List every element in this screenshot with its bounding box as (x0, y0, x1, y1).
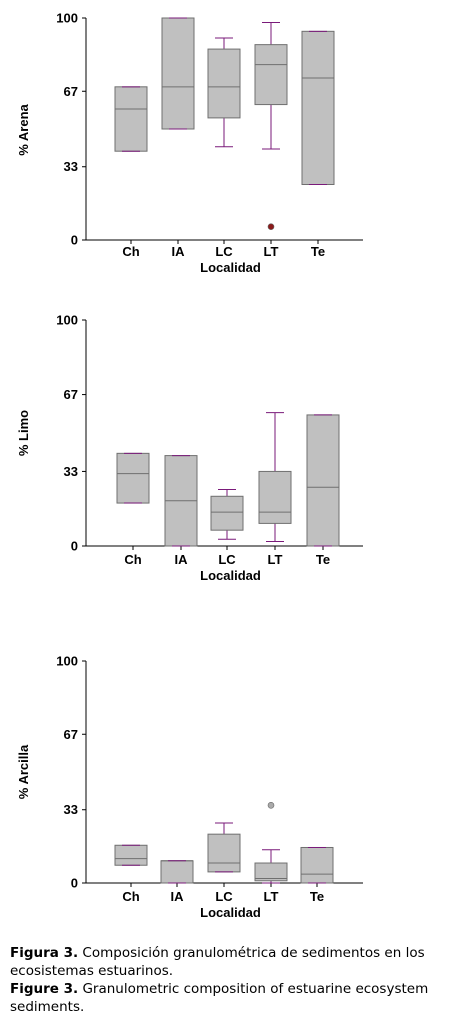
box-iqr (258, 470, 292, 524)
y-tick-label: 67 (64, 727, 78, 742)
box-iqr (301, 30, 335, 185)
y-tick-label: 0 (71, 233, 78, 248)
x-tick-label: IA (171, 889, 185, 904)
x-tick-label: LC (218, 552, 236, 567)
box-iqr (254, 44, 288, 106)
x-tick-label: Te (316, 552, 330, 567)
outlier-point (267, 223, 275, 230)
box-iqr (116, 452, 150, 504)
caption-english-text: Granulometric composition of estuarine e… (10, 981, 429, 1015)
y-tick-label: 100 (56, 313, 78, 328)
x-tick-label: LC (215, 889, 233, 904)
figure-3-charts: 0 33 67 100 Ch IA LC LT Te Localidad % Arena 0 33 67 1… (16, 11, 363, 920)
caption-spanish: Figura 3. Composición granulométrica de … (10, 944, 457, 980)
box-iqr (210, 495, 244, 531)
figure-caption: Figura 3. Composición granulométrica de … (10, 944, 457, 1016)
y-axis-title: % Limo (16, 410, 31, 456)
y-tick-label: 67 (64, 387, 78, 402)
y-tick-label: 100 (56, 654, 78, 669)
caption-english-label: Figure 3. (10, 981, 79, 997)
y-tick-label: 100 (56, 11, 78, 26)
x-axis-title: Localidad (200, 260, 261, 275)
box-iqr (207, 48, 241, 119)
x-tick-label: LC (215, 244, 233, 259)
x-tick-label: LT (264, 889, 279, 904)
y-tick-label: 33 (64, 802, 78, 817)
box-iqr (300, 846, 334, 884)
y-axis-title: % Arena (16, 103, 31, 155)
box-iqr (161, 17, 195, 130)
caption-spanish-label: Figura 3. (10, 945, 79, 961)
box-iqr (160, 860, 194, 884)
y-tick-label: 33 (64, 159, 78, 174)
boxplot-panel-3: 0 33 67 100 Ch IA LC LT Te Localidad % Arcilla (16, 654, 363, 920)
x-tick-label: IA (175, 552, 189, 567)
x-tick-label: Te (310, 889, 324, 904)
outlier-point (267, 801, 275, 809)
y-tick-label: 0 (71, 876, 78, 891)
x-tick-label: Ch (124, 552, 141, 567)
box-iqr (254, 862, 288, 882)
box-iqr (306, 414, 340, 547)
x-tick-label: Ch (122, 244, 139, 259)
x-tick-label: Ch (122, 889, 139, 904)
box-iqr (114, 86, 148, 152)
y-tick-label: 67 (64, 84, 78, 99)
x-tick-label: Te (311, 244, 325, 259)
boxplot-panel-2: 0 33 67 100 Ch IA LC LT Te Localidad % Limo (16, 313, 363, 583)
x-axis-title: Localidad (200, 905, 261, 920)
box-iqr (114, 844, 148, 866)
x-axis-title: Localidad (200, 568, 261, 583)
y-tick-label: 33 (64, 464, 78, 479)
caption-spanish-text: Composición granulométrica de sedimentos… (10, 945, 425, 979)
x-tick-label: IA (172, 244, 186, 259)
y-tick-label: 0 (71, 539, 78, 554)
x-tick-label: LT (268, 552, 283, 567)
caption-english: Figure 3. Granulometric composition of e… (10, 980, 457, 1016)
boxplot-panel-1: 0 33 67 100 Ch IA LC LT Te Localidad % Arena (16, 11, 363, 275)
box-iqr (207, 833, 241, 873)
x-tick-label: LT (264, 244, 279, 259)
y-axis-title: % Arcilla (16, 744, 31, 799)
